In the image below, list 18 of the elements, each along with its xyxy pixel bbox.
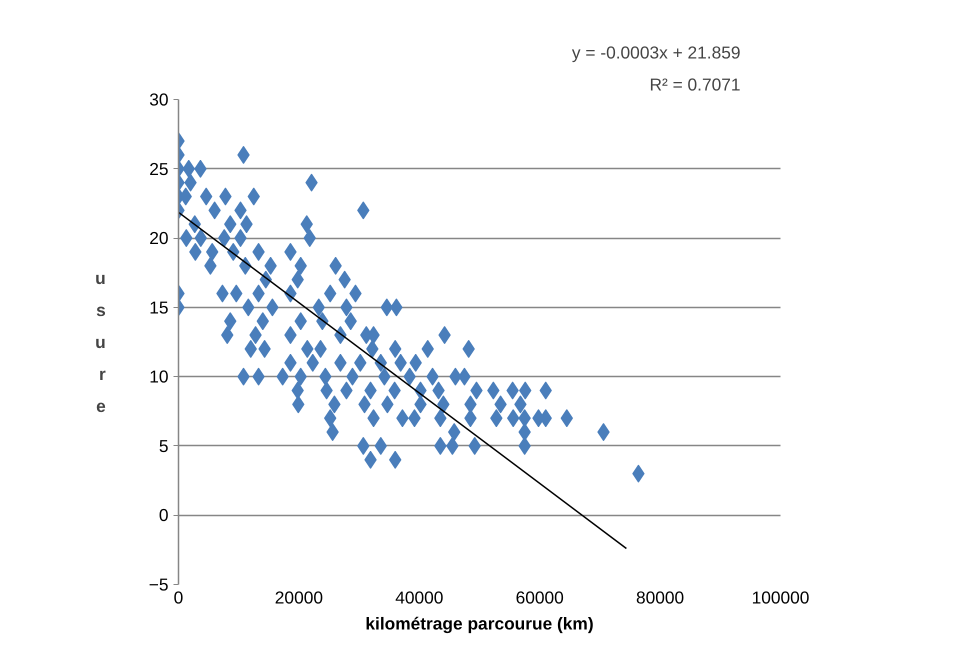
y-tick-label: 30: [149, 90, 169, 110]
x-tick-label: 20000: [274, 588, 323, 608]
y-tick-label: 15: [149, 297, 169, 318]
y-tick-label: 20: [149, 228, 169, 248]
x-tick-label: 80000: [636, 588, 684, 608]
y-axis-title: usure: [95, 268, 106, 416]
x-tick-label: 0: [174, 588, 184, 608]
x-tick-label: 40000: [395, 588, 444, 608]
x-axis-title: kilométrage parcourue (km): [365, 614, 594, 634]
y-tick-label: 5: [158, 436, 169, 456]
y-tick-label: 25: [149, 158, 169, 179]
x-tick-label: 100000: [752, 588, 810, 608]
y-tick-label: −5: [148, 574, 169, 594]
text: y = -0.0003x + 21.859: [572, 42, 741, 62]
text: R² = 0.7071: [649, 74, 741, 94]
y-tick-label: 10: [149, 366, 169, 387]
x-tick-label: 60000: [516, 588, 564, 608]
y-tick-label: 0: [158, 505, 169, 526]
